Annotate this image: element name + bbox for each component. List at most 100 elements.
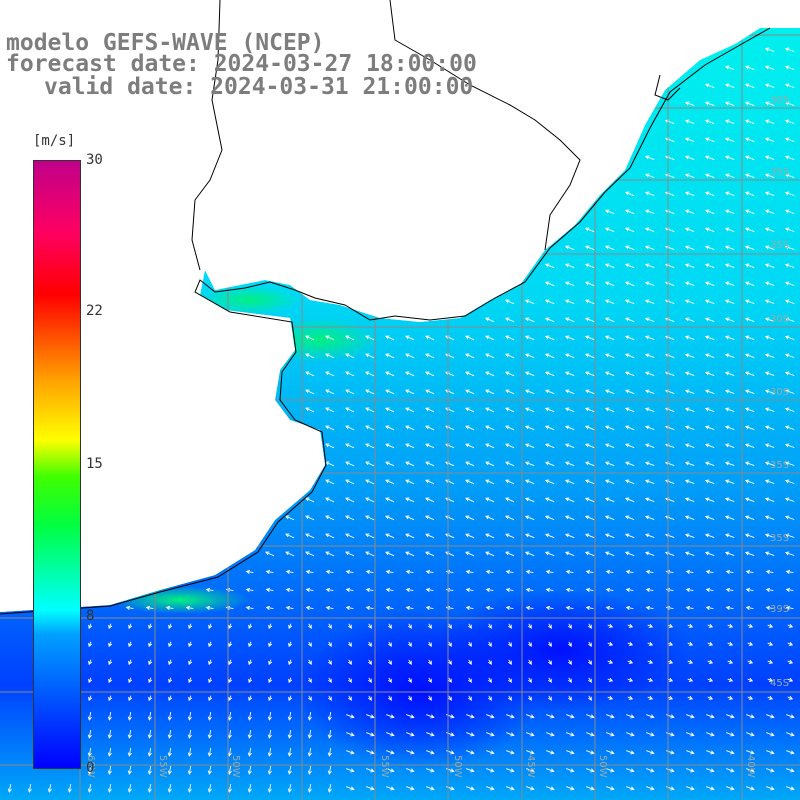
wind-arrow: [308, 659, 312, 666]
title-valid-date: valid date: 2024-03-31 21:00:00: [44, 74, 474, 100]
wind-arrow: [408, 659, 412, 666]
wind-arrow: [747, 677, 754, 682]
wind-arrow: [385, 353, 395, 359]
wind-arrow: [27, 784, 32, 793]
wind-arrow: [684, 155, 695, 161]
wind-arrow: [285, 587, 294, 592]
wind-arrow: [465, 389, 475, 395]
wind-arrow: [647, 695, 654, 700]
wind-arrow: [564, 479, 575, 485]
wind-arrow: [386, 750, 395, 755]
wind-arrow: [465, 587, 474, 592]
wind-arrow: [764, 173, 775, 179]
wind-arrow: [425, 335, 435, 341]
wind-arrow: [764, 191, 775, 197]
wind-arrow: [128, 695, 133, 702]
wind-arrow: [585, 587, 594, 592]
wind-arrow: [128, 641, 133, 648]
wind-arrow: [345, 371, 355, 377]
wind-arrow: [765, 605, 774, 610]
wind-arrow: [764, 299, 775, 305]
wind-arrow: [366, 768, 375, 773]
wind-arrow: [405, 335, 415, 341]
wind-arrow: [405, 605, 414, 610]
wind-arrow: [346, 714, 355, 719]
wind-arrow: [228, 677, 233, 684]
wind-arrow: [684, 407, 695, 413]
wind-arrow: [128, 677, 133, 684]
wind-arrow: [465, 407, 475, 413]
wind-arrow: [285, 551, 295, 557]
wind-arrow: [47, 784, 52, 793]
lat-label: 35S: [770, 240, 789, 251]
wind-arrow: [466, 750, 475, 755]
wind-arrow: [328, 695, 332, 702]
wind-arrow: [544, 461, 555, 467]
wind-arrow: [584, 461, 595, 467]
wind-arrow: [764, 533, 775, 539]
wind-arrow: [406, 786, 415, 791]
wind-arrow: [644, 407, 655, 413]
wind-arrow: [704, 317, 715, 323]
wind-arrow: [485, 533, 495, 539]
wind-arrow: [624, 335, 635, 341]
wind-arrow: [786, 768, 795, 773]
wind-arrow: [524, 479, 535, 485]
wind-arrow: [726, 750, 735, 755]
wind-arrow: [308, 677, 312, 684]
wind-arrow: [744, 119, 755, 125]
wind-arrow: [465, 551, 475, 557]
wind-arrow: [606, 750, 615, 755]
wind-arrow: [287, 748, 292, 757]
wind-arrow: [724, 461, 735, 467]
wind-arrow: [744, 263, 755, 269]
wind-arrow: [267, 712, 272, 721]
wind-arrow: [784, 461, 795, 466]
wind-arrow: [207, 766, 212, 775]
wind-arrow: [644, 335, 655, 341]
wind-arrow: [624, 389, 635, 395]
wind-arrow: [584, 245, 595, 251]
wind-arrow: [704, 209, 715, 215]
wind-arrow: [248, 623, 253, 630]
wind-arrow: [764, 353, 775, 359]
wind-arrow: [744, 191, 755, 197]
wind-arrow: [425, 407, 435, 413]
wind-arrow: [385, 605, 394, 610]
wind-arrow: [724, 515, 735, 521]
wind-arrow: [385, 389, 395, 395]
wind-arrow: [726, 786, 735, 791]
wind-arrow: [488, 659, 492, 666]
wind-arrow: [724, 299, 735, 305]
wind-arrow: [308, 695, 312, 702]
wind-arrow: [88, 677, 93, 684]
wind-arrow: [724, 227, 735, 233]
wind-arrow: [684, 515, 695, 521]
wind-arrow: [227, 784, 232, 793]
wind-arrow: [305, 605, 314, 610]
wind-arrow: [704, 281, 715, 287]
wind-arrow: [644, 227, 655, 233]
wind-arrow: [365, 443, 375, 449]
wind-arrow: [784, 281, 795, 286]
wind-arrow: [506, 714, 515, 719]
wind-arrow: [524, 371, 535, 377]
wind-arrow: [328, 659, 332, 666]
wind-arrow: [425, 461, 435, 467]
wind-arrow: [426, 768, 435, 773]
wind-arrow: [624, 245, 635, 251]
wind-arrow: [505, 443, 515, 449]
wind-arrow: [107, 748, 112, 757]
wind-arrow: [148, 641, 153, 648]
wind-arrow: [348, 641, 352, 648]
wind-arrow: [268, 677, 273, 684]
wind-arrow: [564, 551, 575, 557]
wind-arrow: [365, 353, 375, 359]
wind-arrow: [268, 695, 273, 702]
wind-arrow: [644, 497, 655, 503]
wind-arrow: [428, 623, 432, 630]
wind-arrow: [604, 281, 615, 287]
wind-arrow: [604, 479, 615, 485]
wind-arrow: [127, 730, 132, 739]
wind-arrow: [684, 461, 695, 467]
